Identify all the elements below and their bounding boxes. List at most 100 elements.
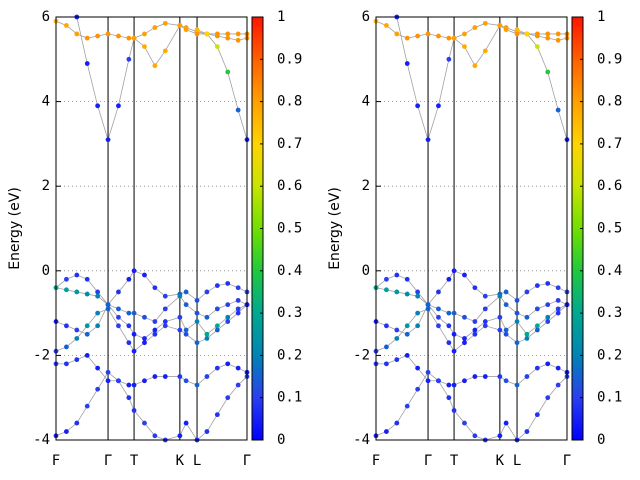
- band-point: [514, 319, 520, 324]
- band-point: [446, 56, 452, 62]
- x-tick-label: Γ: [563, 453, 571, 469]
- band-point: [555, 31, 561, 37]
- band-point: [472, 374, 478, 379]
- band-point: [555, 37, 561, 43]
- band-point: [214, 33, 220, 39]
- x-tick-label: Γ: [243, 453, 251, 469]
- band-point: [514, 340, 520, 346]
- x-tick-label: L: [513, 453, 521, 469]
- band-point: [235, 285, 241, 291]
- band-point: [462, 272, 467, 278]
- colorbar-tick-label: 0.5: [277, 221, 302, 237]
- band-point: [404, 403, 410, 409]
- band-line: [375, 371, 568, 441]
- colorbar-tick-label: 0.3: [597, 305, 622, 321]
- band-point: [142, 340, 147, 346]
- band-point: [225, 319, 231, 324]
- band-point: [84, 403, 90, 409]
- band-point: [394, 357, 400, 363]
- band-point: [214, 306, 220, 312]
- band-point: [204, 31, 210, 37]
- x-tick-label: T: [130, 453, 139, 469]
- band-point: [64, 361, 69, 367]
- band-point: [384, 276, 389, 282]
- band-point: [446, 35, 452, 41]
- band-line: [55, 371, 248, 441]
- band-point: [204, 331, 210, 337]
- band-point: [142, 44, 147, 50]
- band-point: [462, 31, 467, 37]
- band-point: [64, 344, 69, 350]
- band-point: [95, 386, 101, 392]
- band-point: [415, 386, 421, 392]
- y-tick-label: 2: [362, 178, 370, 194]
- x-tick-label: Γ: [424, 453, 432, 469]
- y-tick-label: -4: [353, 432, 370, 448]
- colorbar-tick-label: 0: [597, 432, 605, 448]
- band-point: [472, 327, 478, 333]
- band-point: [194, 310, 200, 316]
- band-point: [555, 310, 561, 316]
- band-point: [384, 344, 389, 350]
- band-point: [116, 323, 121, 329]
- band-point: [177, 374, 183, 379]
- colorbar-tick-label: 0.6: [597, 178, 622, 194]
- band-point: [415, 310, 421, 316]
- band-point: [105, 302, 111, 308]
- band-point: [177, 327, 183, 333]
- band-point: [131, 35, 137, 41]
- band-point: [482, 374, 488, 379]
- band-point: [415, 323, 421, 329]
- band-point: [126, 35, 132, 41]
- band-point: [503, 302, 509, 308]
- band-point: [131, 331, 137, 337]
- band-point: [451, 268, 457, 274]
- band-point: [204, 336, 210, 341]
- colorbar-tick-label: 0.2: [277, 347, 302, 363]
- band-point: [105, 369, 111, 375]
- band-point: [394, 336, 400, 341]
- band-point: [214, 327, 220, 333]
- band-point: [105, 306, 111, 312]
- y-tick-label: -2: [353, 347, 370, 363]
- band-point: [152, 331, 158, 337]
- colorbar-tick-label: 0.3: [277, 305, 302, 321]
- band-point: [425, 31, 431, 37]
- band-point: [545, 31, 551, 37]
- band-point: [214, 323, 220, 329]
- band-point: [84, 61, 90, 66]
- band-point: [446, 323, 452, 329]
- band-point: [152, 319, 158, 324]
- colorbar-tick-label: 0.1: [597, 390, 622, 406]
- band-point: [204, 314, 210, 320]
- band-point: [503, 289, 509, 295]
- colorbar-tick-label: 0.7: [277, 136, 302, 152]
- colorbar-tick-label: 0.1: [277, 390, 302, 406]
- band-point: [131, 407, 137, 413]
- band-point: [451, 407, 457, 413]
- band-point: [152, 327, 158, 333]
- band-point: [177, 23, 183, 28]
- band-point: [204, 374, 210, 379]
- plot-frame: [375, 16, 568, 441]
- band-point: [394, 272, 400, 278]
- band-point: [462, 378, 467, 384]
- band-point: [183, 420, 189, 426]
- band-point: [545, 314, 551, 320]
- band-point: [462, 314, 467, 320]
- band-point: [116, 314, 121, 320]
- band-point: [84, 291, 90, 297]
- band-point: [183, 289, 189, 295]
- band-point: [131, 348, 137, 354]
- band-point: [116, 103, 121, 109]
- band-point: [384, 23, 389, 28]
- band-point: [225, 302, 231, 308]
- band-point: [214, 365, 220, 371]
- band-point: [497, 23, 503, 28]
- band-point: [126, 340, 132, 346]
- band-point: [194, 340, 200, 346]
- colorbar-tick-label: 0.6: [277, 178, 302, 194]
- y-tick-label: 6: [362, 9, 370, 25]
- band-point: [74, 327, 80, 333]
